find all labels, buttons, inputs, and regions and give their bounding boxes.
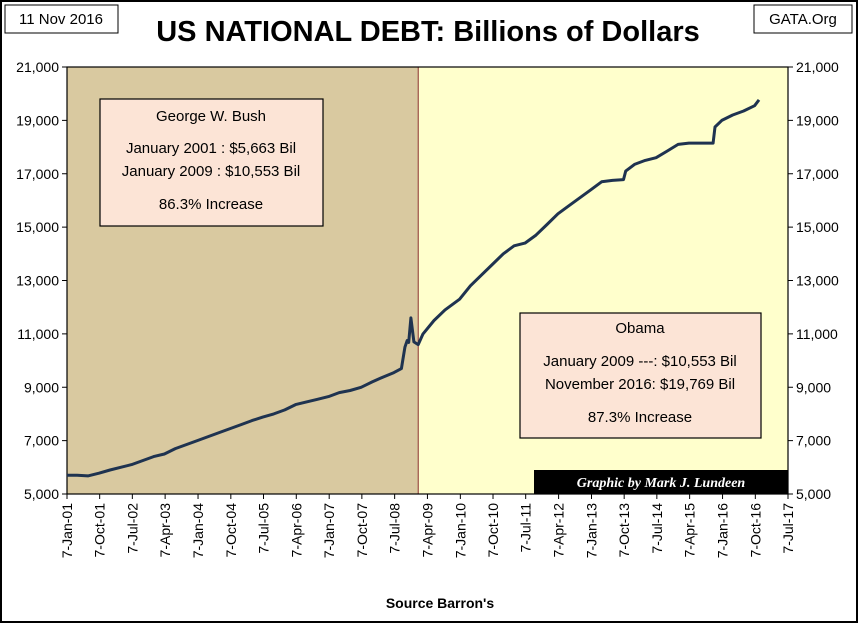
- footer-source: Source Barron's: [386, 595, 495, 611]
- obama-box-line1: January 2009 ---: $10,553 Bil: [543, 353, 736, 370]
- y-tick-label-right: 13,000: [796, 273, 839, 289]
- credit-banner: [534, 470, 788, 494]
- x-tick-label: 7-Jul-05: [255, 503, 271, 554]
- y-tick-label-right: 15,000: [796, 219, 839, 235]
- x-tick-label: 7-Jul-11: [518, 503, 534, 553]
- series-line-national-debt: [67, 98, 761, 478]
- y-tick-label-left: 21,000: [16, 59, 59, 75]
- y-tick-label-left: 19,000: [16, 112, 59, 128]
- obama-box-line3: 87.3% Increase: [588, 409, 692, 426]
- y-axis-left: 5,000 7,000 9,000 11,000 13,000 15,000 17,000 1…: [16, 59, 67, 502]
- x-tick-label: 7-Oct-01: [92, 503, 108, 558]
- x-tick-label: 7-Jul-17: [780, 503, 796, 554]
- y-tick-label-right: 17,000: [796, 166, 839, 182]
- x-tick-label: 7-Jul-02: [124, 503, 140, 554]
- x-tick-label: 7-Jul-14: [649, 503, 665, 554]
- chart-title: US NATIONAL DEBT: Billions of Dollars: [156, 16, 700, 48]
- bush-box-title: George W. Bush: [156, 108, 266, 125]
- credit-label: Graphic by Mark J. Lundeen: [577, 476, 746, 491]
- x-tick-label: 7-Oct-13: [616, 503, 632, 558]
- y-tick-label-right: 19,000: [796, 112, 839, 128]
- x-tick-label: 7-Jan-07: [321, 503, 337, 558]
- bush-box-line1: January 2001 : $5,663 Bil: [126, 140, 296, 157]
- obama-box-line2: November 2016: $19,769 Bil: [545, 376, 735, 393]
- y-tick-label-left: 7,000: [24, 433, 59, 449]
- x-tick-label: 7-Jan-04: [190, 503, 206, 558]
- x-tick-label: 7-Jan-16: [715, 503, 731, 558]
- bush-box-line3: 86.3% Increase: [159, 196, 263, 213]
- x-tick-label: 7-Oct-10: [485, 503, 501, 558]
- y-tick-label-right: 5,000: [796, 486, 831, 502]
- y-tick-label-right: 9,000: [796, 379, 831, 395]
- x-tick-label: 7-Oct-16: [747, 503, 763, 558]
- bush-box-line2: January 2009 : $10,553 Bil: [122, 163, 300, 180]
- source-box: [753, 4, 853, 34]
- y-tick-label-left: 9,000: [24, 379, 59, 395]
- y-axis-right: 5,000 7,000 9,000 11,000 13,000 15,000 17,000 1…: [788, 59, 839, 502]
- obama-box-title: Obama: [615, 320, 665, 337]
- x-tick-label: 7-Oct-07: [354, 503, 370, 558]
- x-tick-label: 7-Jan-13: [584, 503, 600, 558]
- x-tick-label: 7-Apr-12: [551, 503, 567, 558]
- x-tick-label: 7-Oct-04: [223, 503, 239, 558]
- y-tick-label-right: 21,000: [796, 59, 839, 75]
- x-tick-label: 7-Apr-15: [682, 503, 698, 558]
- x-axis: 7-Jan-01 7-Oct-01 7-Jul-02 7-Apr-03 7-Jan-04…: [59, 494, 796, 558]
- bush-box: [99, 98, 324, 227]
- y-tick-label-right: 7,000: [796, 433, 831, 449]
- x-tick-label: 7-Apr-09: [419, 503, 435, 558]
- y-tick-label-left: 13,000: [16, 273, 59, 289]
- bush-annotation: George W. Bush January 2001 : $5,663 Bil…: [99, 98, 324, 227]
- x-tick-label: 7-Apr-06: [288, 503, 304, 558]
- x-tick-label: 7-Jul-08: [387, 503, 403, 554]
- y-tick-label-left: 15,000: [16, 219, 59, 235]
- obama-box: [519, 312, 762, 439]
- x-tick-label: 7-Apr-03: [157, 503, 173, 558]
- x-tick-label: 7-Jan-01: [59, 503, 75, 558]
- obama-annotation: Obama January 2009 ---: $10,553 Bil Nove…: [519, 312, 762, 439]
- y-tick-label-left: 17,000: [16, 166, 59, 182]
- date-box: [4, 4, 119, 34]
- y-tick-label-left: 5,000: [24, 486, 59, 502]
- y-tick-label-right: 11,000: [796, 326, 838, 342]
- source-label: GATA.Org: [769, 11, 837, 28]
- x-tick-label: 7-Jan-10: [452, 503, 468, 558]
- y-tick-label-left: 11,000: [17, 326, 59, 342]
- date-label: 11 Nov 2016: [19, 11, 103, 28]
